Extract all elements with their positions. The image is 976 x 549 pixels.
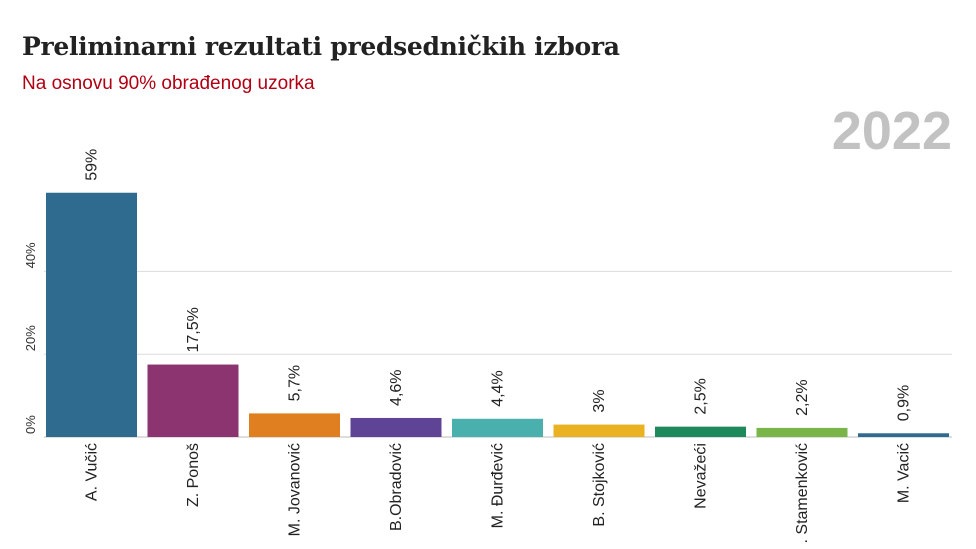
bar	[350, 417, 442, 437]
bar	[858, 433, 949, 437]
bar	[249, 413, 340, 437]
x-tick-label: Nevažeći	[693, 443, 710, 509]
chart-subtitle: Na osnovu 90% obrađenog uzorka	[22, 73, 315, 94]
y-tick-label: 20%	[23, 325, 38, 351]
data-label: 2,2%	[794, 379, 811, 415]
x-tick-label: B.Obradović	[388, 443, 405, 531]
x-tick-label: M. Đurđević	[490, 443, 507, 528]
y-tick-label: 0%	[23, 415, 38, 434]
bar	[147, 364, 239, 437]
data-label: 59%	[84, 149, 101, 181]
data-label: 4,4%	[490, 370, 507, 406]
bar	[553, 424, 645, 437]
data-label: 5,7%	[287, 365, 304, 401]
data-label: 4,6%	[388, 369, 405, 405]
x-tick-label: A. Vučić	[84, 443, 101, 501]
data-label: 0,9%	[896, 385, 913, 421]
bar	[756, 427, 848, 437]
x-tick-label: B. Stojković	[591, 443, 608, 527]
x-tick-label: M. Jovanović	[287, 443, 304, 536]
chart-title: Preliminarni rezultati predsedničkih izb…	[22, 32, 620, 61]
data-label: 3%	[591, 389, 608, 412]
y-tick-label: 40%	[23, 242, 38, 268]
bar	[655, 426, 746, 437]
year-label: 2022	[831, 101, 952, 161]
data-label: 17,5%	[185, 307, 202, 352]
data-label: 2,5%	[693, 378, 710, 414]
bar	[46, 192, 137, 437]
bar	[452, 418, 543, 437]
x-tick-label: . Stamenković	[794, 443, 811, 543]
x-tick-label: M. Vacić	[896, 443, 913, 503]
x-tick-label: Z. Ponoš	[185, 443, 202, 507]
